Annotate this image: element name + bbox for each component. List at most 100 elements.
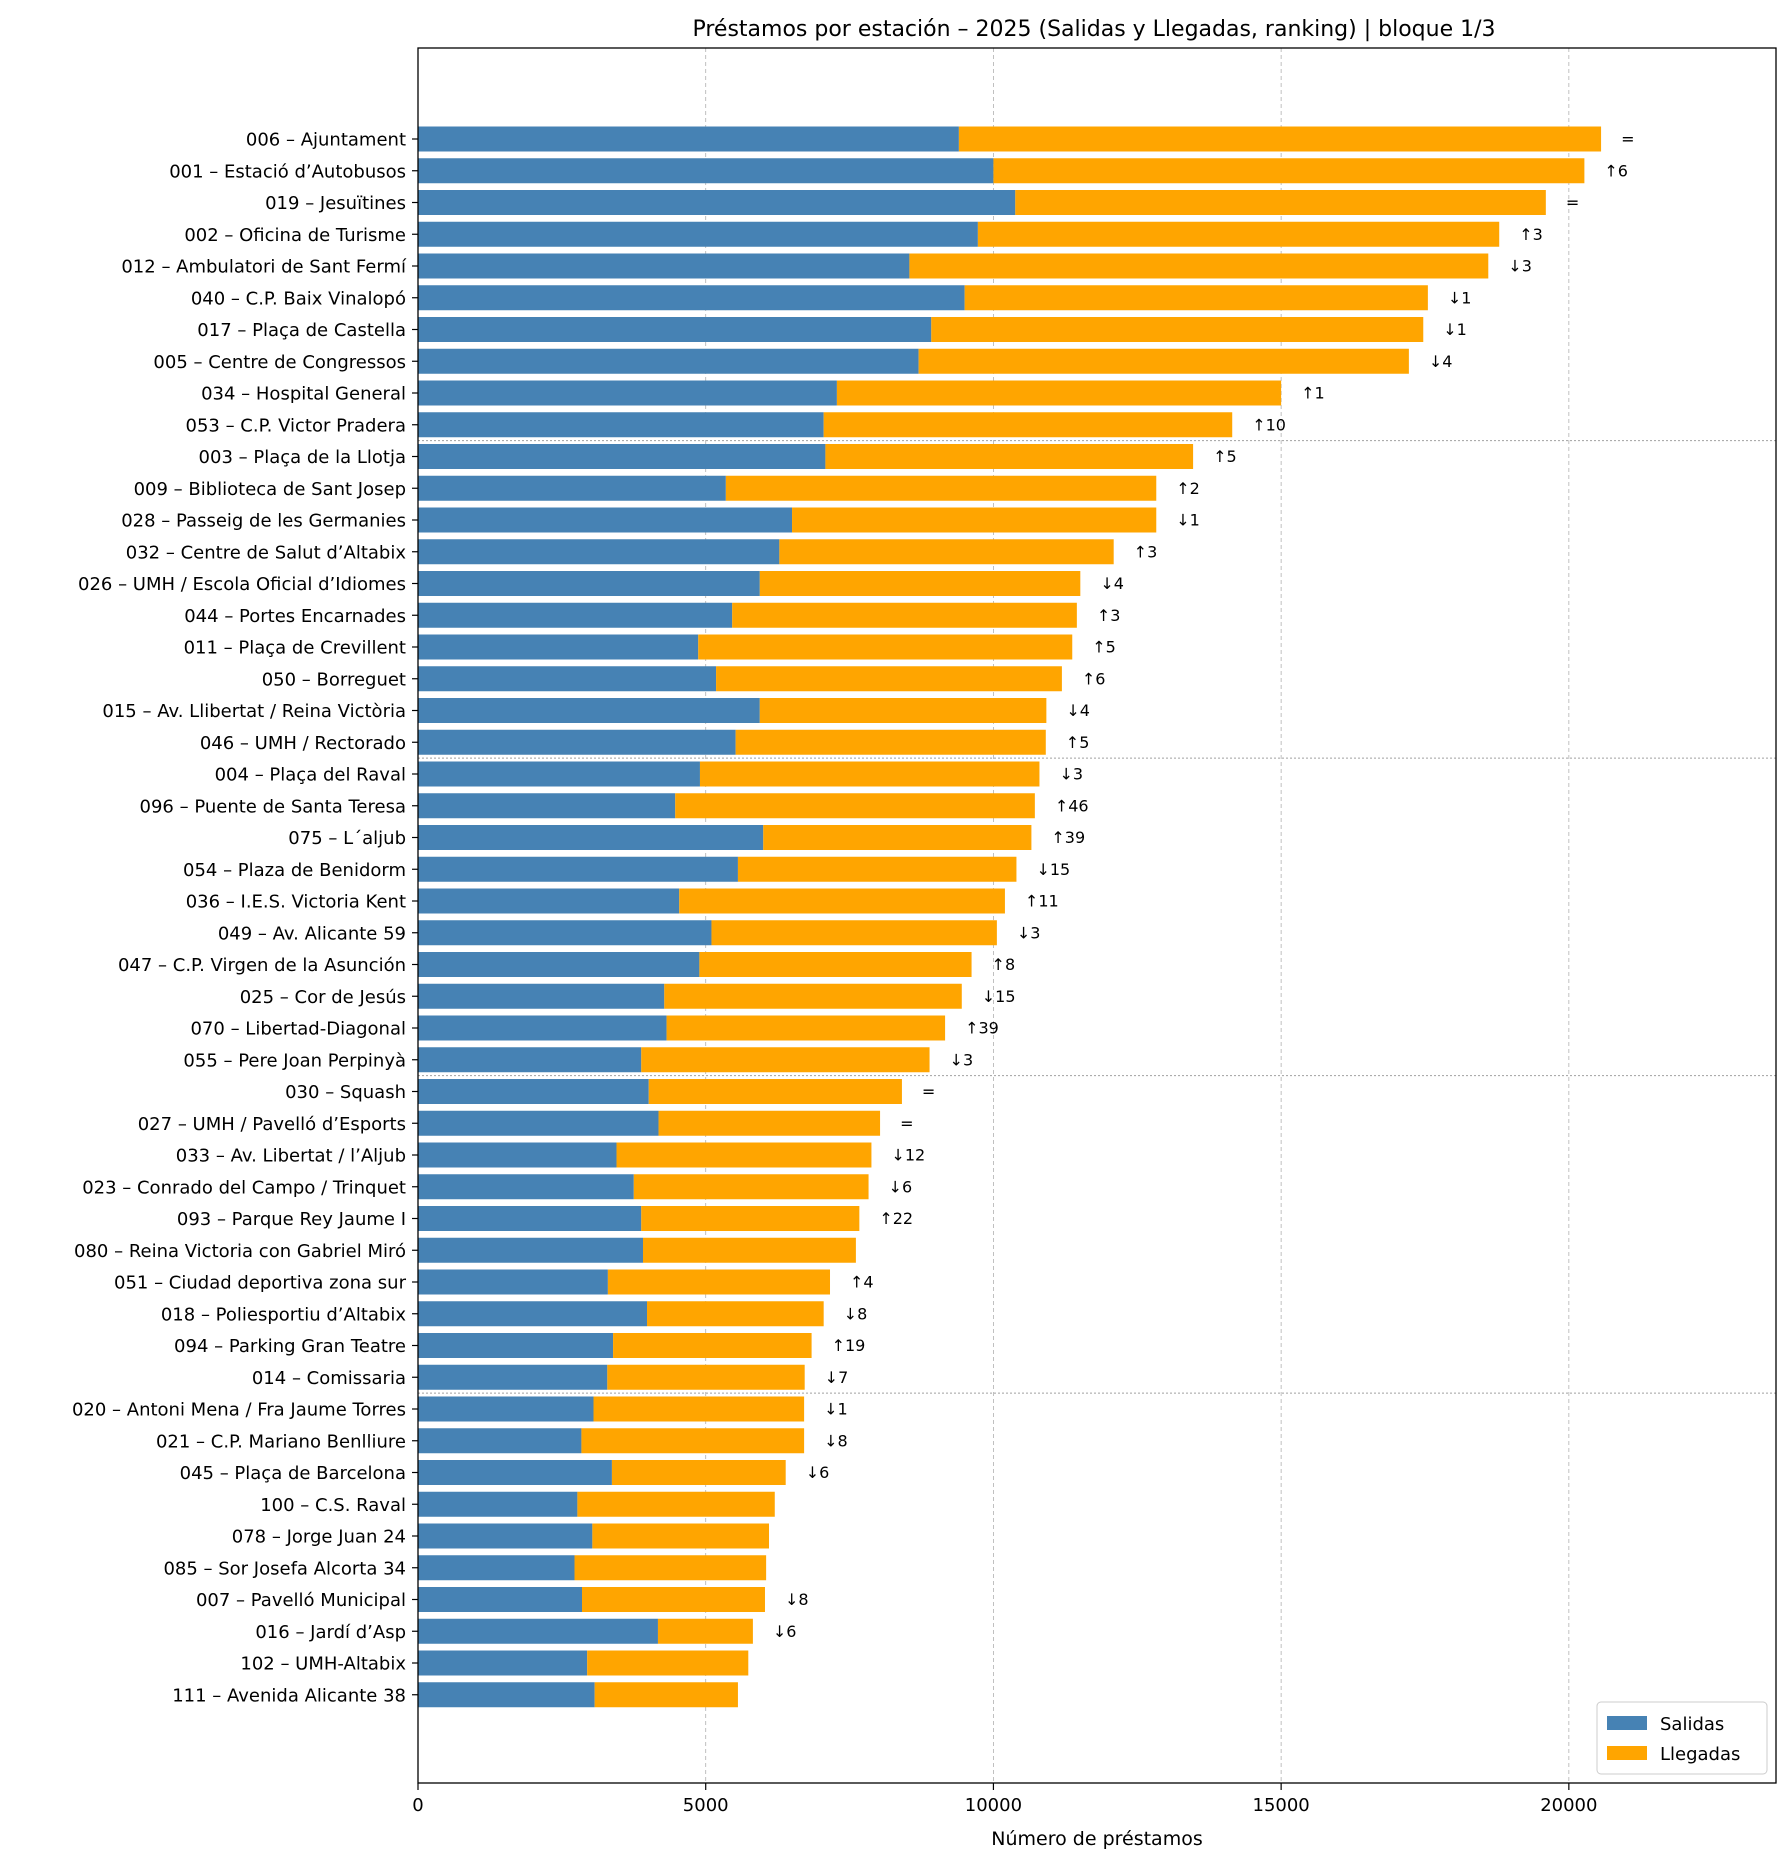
y-tick-label: 032 – Centre de Salut d’Altabix: [126, 542, 407, 563]
bar-salidas: [418, 1301, 648, 1327]
bar-salidas: [418, 793, 676, 819]
bar-salidas: [418, 1364, 608, 1390]
rank-change-label: =: [1621, 130, 1634, 149]
y-tick-label: 025 – Cor de Jesús: [240, 987, 406, 1008]
bar-llegadas: [792, 507, 1157, 533]
rank-change-label: ↑3: [1097, 606, 1121, 625]
bar-salidas: [418, 1618, 658, 1644]
bar-llegadas: [642, 1237, 856, 1263]
rank-change-annotations: = ↑6 = ↑3 ↓3 ↓1 ↓1 ↓4 ↑1 ↑10 ↑5 ↑2 ↓1 ↑3 ↓4 ↑3 ↑5 ↑6 ↓4 ↑5 ↓…: [773, 130, 1635, 1641]
bar-llegadas: [658, 1110, 881, 1136]
bar-llegadas: [977, 221, 1500, 247]
bars-layer: [418, 126, 1602, 1708]
y-tick-label: 055 – Pere Joan Perpinyà: [183, 1050, 406, 1071]
bar-salidas: [418, 983, 665, 1009]
bar-salidas: [418, 539, 780, 565]
bar-llegadas: [616, 1142, 872, 1168]
bar-salidas: [418, 1174, 634, 1200]
y-tick-label: 054 – Plaza de Benidorm: [183, 860, 406, 881]
rank-change-label: =: [922, 1082, 935, 1101]
rank-change-label: ↓6: [773, 1622, 797, 1641]
bar-llegadas: [641, 1047, 930, 1073]
rank-change-label: ↓3: [1508, 257, 1532, 276]
bar-salidas: [418, 1079, 649, 1104]
bar-salidas: [418, 856, 738, 882]
y-tick-label: 020 – Antoni Mena / Fra Jaume Torres: [72, 1400, 406, 1421]
rank-change-label: ↓3: [1059, 765, 1083, 784]
y-tick-label: 080 – Reina Victoria con Gabriel Miró: [74, 1241, 406, 1262]
rank-change-label: ↓1: [1448, 288, 1472, 307]
bar-salidas: [418, 444, 826, 469]
bar-llegadas: [675, 793, 1035, 819]
rank-change-label: ↑19: [832, 1336, 866, 1355]
y-tick-label: 016 – Jardí d’Asp: [255, 1622, 406, 1643]
rank-change-label: ↑6: [1082, 669, 1106, 688]
bar-llegadas: [779, 539, 1114, 565]
y-tick-label: 011 – Plaça de Crevillent: [184, 638, 406, 659]
bar-llegadas: [657, 1618, 753, 1644]
bar-salidas: [418, 1206, 642, 1231]
bar-llegadas: [574, 1555, 767, 1581]
y-tick-labels: 006 – Ajuntament 001 – Estació d’Autobuso…: [72, 130, 418, 1706]
bar-salidas: [418, 761, 700, 787]
rank-change-label: ↑2: [1176, 479, 1200, 498]
bar-llegadas: [759, 571, 1081, 596]
y-tick-label: 093 – Parque Rey Jaume I: [177, 1209, 406, 1230]
bar-salidas: [418, 158, 994, 184]
y-tick-label: 075 – L´aljub: [288, 828, 406, 849]
bar-llegadas: [633, 1174, 869, 1200]
rank-change-label: ↓8: [824, 1431, 848, 1450]
bar-salidas: [418, 1047, 642, 1073]
y-tick-label: 033 – Av. Libertat / l’Aljub: [176, 1146, 406, 1167]
rank-change-label: ↓8: [785, 1590, 809, 1609]
legend-swatch-salidas: [1607, 1716, 1647, 1730]
bar-salidas: [418, 888, 680, 914]
rank-change-label: ↓4: [1066, 701, 1090, 720]
rank-change-label: ↓4: [1100, 574, 1124, 593]
bar-llegadas: [823, 412, 1233, 438]
y-tick-label: 049 – Av. Alicante 59: [218, 923, 406, 944]
bar-salidas: [418, 952, 700, 977]
bar-llegadas: [716, 666, 1062, 692]
y-tick-label: 051 – Ciudad deportiva zona sur: [114, 1273, 407, 1294]
rank-change-label: ↓3: [1017, 923, 1041, 942]
x-tick-label: 20000: [1540, 1795, 1597, 1816]
legend-label-llegadas: Llegadas: [1660, 1744, 1740, 1765]
bar-salidas: [418, 126, 959, 152]
bar-salidas: [418, 253, 910, 279]
y-tick-label: 044 – Portes Encarnades: [184, 606, 406, 627]
legend-label-salidas: Salidas: [1660, 1714, 1724, 1735]
bar-llegadas: [593, 1396, 805, 1422]
bar-llegadas: [825, 444, 1194, 469]
bar-llegadas: [666, 1015, 946, 1041]
rank-change-label: ↓3: [950, 1050, 974, 1069]
rank-change-label: ↑5: [1092, 638, 1116, 657]
rank-change-label: ↓1: [1443, 320, 1467, 339]
bar-llegadas: [836, 380, 1282, 406]
bar-salidas: [418, 1396, 594, 1422]
x-tick-label: 10000: [965, 1795, 1022, 1816]
bar-llegadas: [1015, 190, 1546, 215]
rank-change-label: =: [900, 1114, 913, 1133]
y-tick-label: 006 – Ajuntament: [246, 130, 406, 151]
bar-llegadas: [699, 952, 972, 977]
bar-llegadas: [664, 983, 962, 1009]
rank-change-label: ↑39: [965, 1019, 999, 1038]
rank-change-label: ↓12: [891, 1146, 925, 1165]
bar-salidas: [418, 507, 793, 533]
rank-change-label: ↑4: [850, 1273, 874, 1292]
bar-llegadas: [592, 1523, 770, 1549]
rank-change-label: ↑11: [1025, 892, 1059, 911]
bar-llegadas: [607, 1364, 805, 1390]
bar-llegadas: [613, 1333, 812, 1358]
bar-llegadas: [725, 475, 1157, 501]
bar-llegadas: [641, 1206, 860, 1231]
rank-change-label: ↑8: [992, 955, 1016, 974]
bar-salidas: [418, 698, 760, 723]
rank-change-label: ↓4: [1429, 352, 1453, 371]
bar-salidas: [418, 1523, 593, 1549]
rank-change-label: ↓15: [982, 987, 1016, 1006]
bar-salidas: [418, 1333, 614, 1358]
